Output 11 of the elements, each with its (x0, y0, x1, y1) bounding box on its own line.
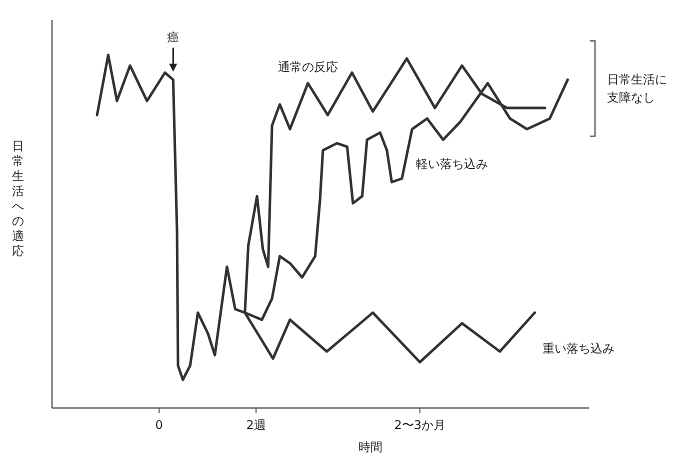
text: 日常生活に (607, 72, 667, 87)
x-tick-label: 2〜3か月 (394, 418, 446, 432)
series-label: 軽い落ち込み (416, 156, 488, 171)
text: 支障なし (607, 90, 655, 105)
text: 重い落ち込み (542, 342, 615, 356)
x-axis-title: 時間 (358, 440, 382, 454)
x-tick-label: 0 (155, 418, 163, 432)
annotation: 癌 (167, 30, 180, 45)
x-tick-label: 2週 (246, 418, 266, 432)
y-axis-title: 日常生活への適応 (12, 139, 24, 258)
series-label: 通常の反応 (278, 60, 338, 74)
